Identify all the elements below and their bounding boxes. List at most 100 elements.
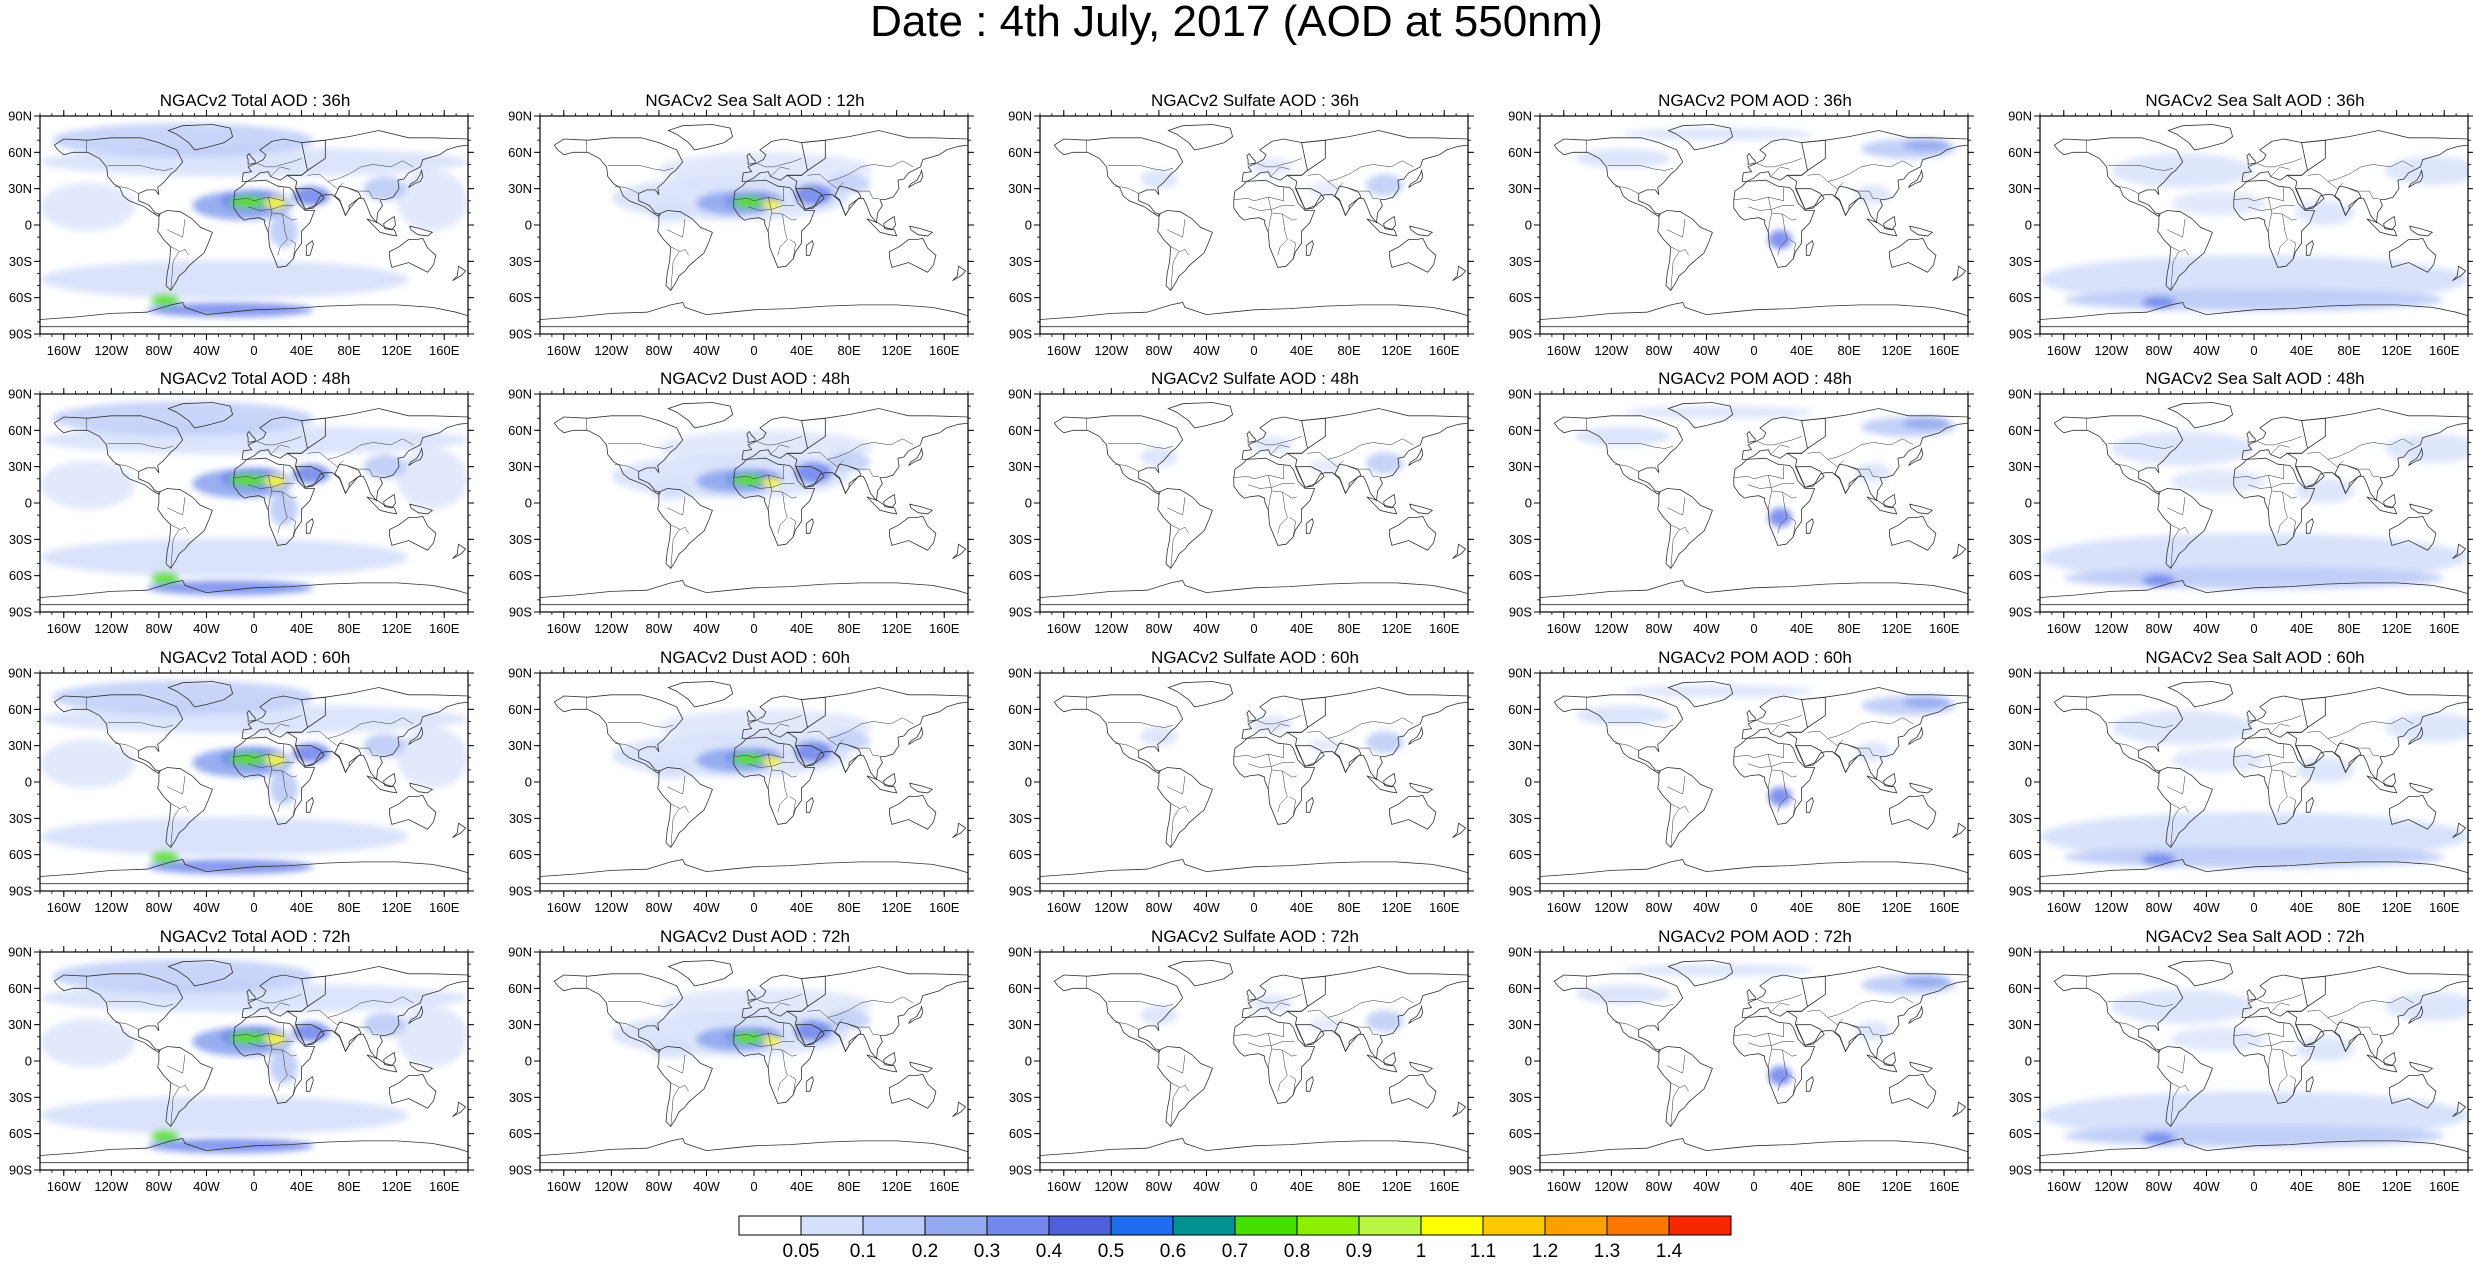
lon-tick-label: 160E bbox=[929, 621, 960, 636]
country-border bbox=[1667, 775, 1686, 795]
aod-field bbox=[611, 152, 873, 223]
aod-region bbox=[269, 771, 298, 806]
lon-tick-label: 120E bbox=[381, 900, 412, 915]
country-border bbox=[1789, 1075, 1796, 1095]
country-border bbox=[807, 976, 826, 1007]
coastline-newguinea bbox=[1409, 225, 1434, 237]
coastline-nz bbox=[952, 822, 967, 839]
coastline-madagascar bbox=[1805, 1076, 1814, 1092]
lat-tick-label: 30N bbox=[1508, 181, 1532, 196]
lon-tick-label: 80W bbox=[2146, 621, 2173, 636]
country-border bbox=[268, 1033, 297, 1057]
country-border bbox=[233, 187, 284, 202]
lat-tick-label: 90S bbox=[2009, 327, 2032, 342]
country-border bbox=[777, 214, 788, 256]
country-border bbox=[1170, 808, 1180, 848]
lon-tick-label: 160W bbox=[47, 343, 82, 358]
lon-tick-label: 160E bbox=[929, 900, 960, 915]
lon-tick-label: 80W bbox=[1146, 621, 1173, 636]
map-panel: NGACv2 Sulfate AOD : 36h 160W 120W 80W 40W 0 4… bbox=[1000, 90, 1490, 362]
lat-tick-label: 90S bbox=[2009, 884, 2032, 899]
coastline-namerica bbox=[1053, 137, 1184, 218]
country-border bbox=[1327, 459, 1344, 468]
coastline-africa bbox=[233, 179, 316, 268]
coastline-greenland bbox=[1167, 960, 1234, 987]
coastline-greenland bbox=[667, 960, 734, 987]
coastline-australia bbox=[1889, 515, 1937, 551]
coastline-namerica bbox=[2053, 137, 2184, 218]
country-border bbox=[1789, 239, 1796, 259]
map-field bbox=[540, 394, 968, 612]
country-border bbox=[307, 976, 326, 1007]
aod-region bbox=[2142, 853, 2176, 866]
country-border bbox=[1114, 463, 1139, 472]
country-border bbox=[1233, 744, 1284, 759]
country-border bbox=[2170, 246, 2189, 256]
country-border bbox=[2277, 214, 2288, 256]
lon-tick-label: 160W bbox=[547, 1179, 582, 1194]
country-border bbox=[2270, 1002, 2290, 1013]
coastline-samerica bbox=[1157, 1046, 1213, 1128]
coastline-africa bbox=[2233, 736, 2316, 825]
lon-tick-label: 160E bbox=[429, 1179, 460, 1194]
country-border bbox=[167, 1054, 186, 1074]
country-border bbox=[1733, 744, 1784, 759]
coastline-greenland bbox=[667, 681, 734, 708]
country-border bbox=[2307, 976, 2326, 1007]
country-border bbox=[1289, 796, 1296, 816]
lat-tick-label: 90N bbox=[508, 387, 532, 402]
country-border bbox=[1748, 483, 1795, 489]
lat-tick-label: 30S bbox=[509, 254, 532, 269]
coastline-newguinea bbox=[2409, 1061, 2434, 1073]
lon-tick-label: 40E bbox=[1290, 900, 1313, 915]
country-border bbox=[1268, 754, 1297, 778]
country-border bbox=[807, 996, 914, 1018]
figure-title: Date : 4th July, 2017 (AOD at 550nm) bbox=[870, 0, 1603, 46]
country-border bbox=[1846, 1023, 1879, 1035]
panel-title: NGACv2 POM AOD : 48h bbox=[1658, 369, 1852, 388]
panel-title: NGACv2 Total AOD : 48h bbox=[159, 369, 351, 388]
lon-tick-label: 80W bbox=[146, 1179, 173, 1194]
lon-tick-label: 120W bbox=[1094, 900, 1129, 915]
country-border bbox=[256, 158, 302, 168]
lon-tick-label: 120W bbox=[594, 1179, 629, 1194]
country-border bbox=[2248, 1041, 2295, 1047]
coastline-namerica bbox=[553, 415, 684, 496]
coastline-nz bbox=[452, 822, 467, 839]
country-border bbox=[827, 738, 844, 747]
coastline-greenland bbox=[1667, 681, 1734, 708]
country-border bbox=[1167, 496, 1186, 516]
aod-region bbox=[762, 756, 782, 767]
coastline-nz bbox=[1952, 1101, 1967, 1118]
coastline-namerica bbox=[1553, 694, 1684, 775]
lon-tick-label: 80W bbox=[146, 343, 173, 358]
panel-title: NGACv2 Sea Salt AOD : 12h bbox=[645, 91, 865, 110]
panel-title: NGACv2 Dust AOD : 48h bbox=[660, 369, 850, 388]
coastline-africa bbox=[1733, 1015, 1816, 1104]
country-border bbox=[1807, 976, 1826, 1007]
lat-tick-label: 30N bbox=[508, 1017, 532, 1032]
aod-region bbox=[1623, 964, 1814, 977]
panel-title: NGACv2 Sea Salt AOD : 72h bbox=[2145, 927, 2365, 946]
lat-tick-label: 30N bbox=[2008, 181, 2032, 196]
country-border bbox=[1256, 715, 1302, 725]
aod-region bbox=[1855, 1021, 1891, 1041]
country-border bbox=[170, 246, 189, 256]
coastline-greenland bbox=[1667, 960, 1734, 987]
country-border bbox=[2346, 465, 2379, 477]
country-border bbox=[2307, 140, 2326, 171]
coastline-madagascar bbox=[305, 240, 314, 256]
lat-tick-label: 30N bbox=[1008, 738, 1032, 753]
coastline-indonesia bbox=[2366, 775, 2398, 794]
country-border bbox=[1807, 697, 1826, 728]
country-border bbox=[1756, 994, 1802, 1004]
country-border bbox=[1277, 214, 1288, 256]
coastline-australia bbox=[1889, 1073, 1937, 1109]
lon-tick-label: 80E bbox=[1838, 343, 1861, 358]
aod-region bbox=[1902, 139, 1951, 152]
lat-tick-label: 30N bbox=[2008, 459, 2032, 474]
coastline-antarctica bbox=[1540, 1138, 1968, 1164]
coastline-japan bbox=[1408, 168, 1424, 188]
aod-region bbox=[1365, 731, 1404, 753]
country-border bbox=[1107, 1001, 1174, 1007]
